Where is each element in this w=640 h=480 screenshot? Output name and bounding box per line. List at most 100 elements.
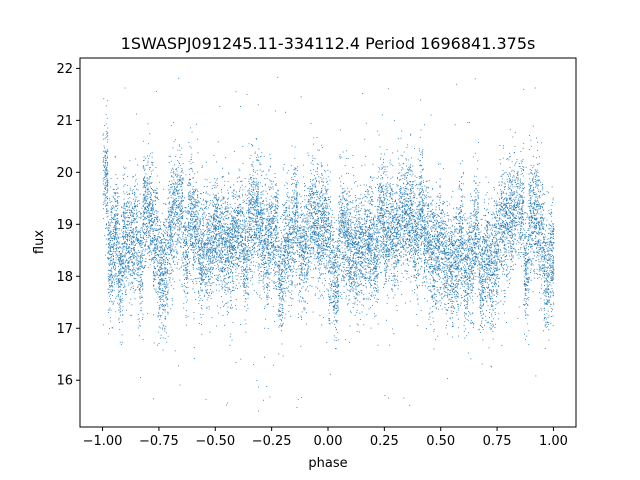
data-point <box>527 260 529 262</box>
data-point <box>546 302 548 304</box>
data-point <box>264 269 266 271</box>
data-point <box>382 210 384 211</box>
data-point <box>354 237 356 239</box>
data-point <box>334 283 336 285</box>
data-point <box>133 220 134 222</box>
data-point <box>255 204 257 206</box>
data-point <box>296 206 297 208</box>
data-point <box>352 259 354 261</box>
data-point <box>301 268 302 270</box>
data-point <box>212 263 214 264</box>
data-point <box>163 264 165 266</box>
data-point <box>368 292 370 294</box>
data-point <box>421 219 423 221</box>
data-point <box>458 220 460 222</box>
data-point <box>253 218 255 219</box>
data-point <box>149 202 151 204</box>
data-point <box>504 214 506 216</box>
data-point <box>358 217 360 219</box>
data-point <box>139 241 141 242</box>
data-point <box>222 229 223 231</box>
data-point <box>444 241 446 243</box>
data-point <box>299 255 300 256</box>
data-point <box>547 300 549 302</box>
data-point <box>522 205 524 206</box>
data-point <box>542 233 544 234</box>
data-point <box>151 156 153 158</box>
data-point <box>319 231 321 232</box>
data-point <box>156 219 158 220</box>
data-point <box>543 210 545 211</box>
data-point <box>202 314 204 315</box>
data-point <box>412 173 414 175</box>
data-point <box>519 184 521 186</box>
data-point <box>195 210 197 212</box>
data-point <box>547 288 549 290</box>
data-point <box>125 294 126 295</box>
data-point <box>251 228 253 230</box>
data-point <box>521 190 523 191</box>
data-point <box>548 266 549 268</box>
data-point <box>511 201 513 202</box>
data-point <box>256 178 258 180</box>
data-point <box>145 185 147 187</box>
data-point <box>266 222 268 224</box>
data-point <box>536 204 537 206</box>
data-point <box>506 274 507 276</box>
data-point <box>162 349 164 351</box>
data-point <box>194 248 196 250</box>
data-point <box>379 183 381 185</box>
data-point <box>449 292 451 293</box>
data-point <box>198 267 200 268</box>
data-point <box>245 272 247 273</box>
data-point <box>319 239 321 241</box>
data-point <box>322 238 324 240</box>
data-point <box>368 262 370 264</box>
data-point <box>547 281 549 283</box>
data-point <box>389 159 391 161</box>
data-point <box>418 211 420 213</box>
data-point <box>157 291 159 292</box>
data-point <box>173 193 175 195</box>
data-point <box>426 180 428 182</box>
data-point <box>338 220 340 222</box>
data-point <box>396 224 398 226</box>
data-point <box>504 259 506 260</box>
data-point <box>491 366 492 368</box>
data-point <box>216 199 217 200</box>
data-point <box>150 195 152 197</box>
data-point <box>546 267 548 269</box>
data-point <box>171 186 173 187</box>
data-point <box>393 297 394 299</box>
data-point <box>401 203 403 204</box>
data-point <box>404 188 406 190</box>
data-point <box>232 272 234 274</box>
data-point <box>133 210 135 211</box>
data-point <box>394 217 396 218</box>
data-point <box>267 260 269 261</box>
data-point <box>157 236 159 237</box>
data-point <box>416 217 418 219</box>
data-point <box>284 276 286 278</box>
data-point <box>285 282 287 284</box>
data-point <box>360 232 362 234</box>
data-point <box>164 327 166 329</box>
data-point <box>401 191 403 193</box>
data-point <box>120 308 122 310</box>
data-point <box>149 176 151 178</box>
data-point <box>449 258 450 260</box>
data-point <box>190 215 192 217</box>
data-point <box>493 213 495 215</box>
data-point <box>118 237 119 239</box>
data-point <box>234 240 236 242</box>
data-point <box>261 219 262 221</box>
data-point <box>121 262 123 264</box>
data-point <box>496 283 497 285</box>
data-point <box>268 230 270 232</box>
data-point <box>260 280 262 281</box>
data-point <box>310 213 312 214</box>
data-point <box>113 264 115 266</box>
data-point <box>396 310 398 312</box>
data-point <box>479 273 481 275</box>
data-point <box>353 278 355 280</box>
